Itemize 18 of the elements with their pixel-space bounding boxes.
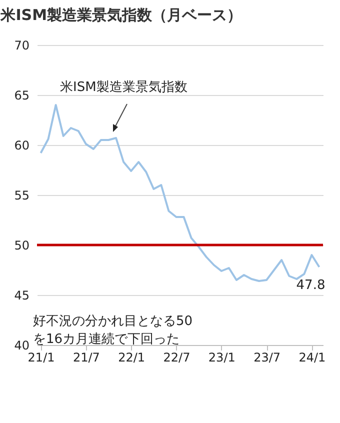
y-tick-label: 65 xyxy=(14,88,30,102)
x-tick-label: 22/1 xyxy=(118,350,146,364)
x-tick-label: 21/7 xyxy=(72,350,100,364)
y-tick-label: 40 xyxy=(14,338,30,352)
chart-title: 米ISM製造業景気指数（月ベース） xyxy=(0,6,242,24)
x-tick-label: 23/1 xyxy=(208,350,236,364)
y-tick-label: 55 xyxy=(14,188,30,202)
x-tick-label: 24/1 xyxy=(298,350,326,364)
x-tick-label: 22/7 xyxy=(163,350,190,364)
x-tick-label: 21/1 xyxy=(28,350,55,364)
annotation: 好不況の分かれ目となる50 を16カ月連続で下回った xyxy=(33,314,193,347)
x-tick-label: 23/7 xyxy=(254,350,281,364)
y-tick-label: 70 xyxy=(14,38,30,52)
y-tick-label: 45 xyxy=(14,288,30,302)
y-tick-label: 60 xyxy=(14,138,30,152)
y-tick-label: 50 xyxy=(14,238,30,252)
series-label: 米ISM製造業景気指数 xyxy=(60,80,188,95)
data-label: 47.8 xyxy=(296,278,326,293)
